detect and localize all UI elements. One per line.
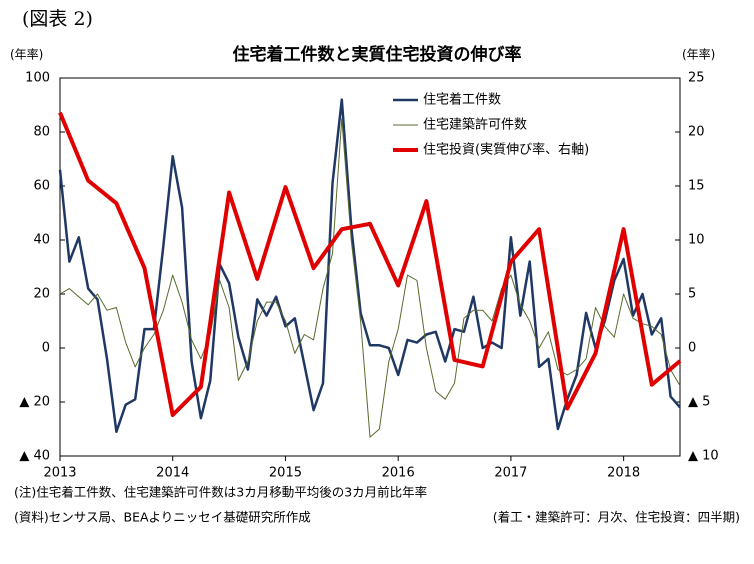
y-tick-label: 40: [33, 233, 50, 248]
x-tick-label: 2017: [494, 466, 527, 481]
y2-tick-label: ▲ 10: [688, 449, 719, 464]
figure-label: (図表 2): [22, 8, 93, 30]
x-tick-label: 2016: [382, 466, 415, 481]
y2-tick-label: 5: [688, 287, 696, 302]
y-axis-label: (年率): [10, 47, 43, 62]
y2-tick-label: 10: [688, 233, 705, 248]
x-tick-label: 2014: [156, 466, 189, 481]
x-tick-label: 2015: [269, 466, 302, 481]
y2-tick-label: 25: [688, 71, 705, 86]
y2-tick-label: ▲ 5: [688, 395, 710, 410]
series-line: [58, 98, 681, 433]
y-tick-label: 0: [42, 341, 50, 356]
frequency-note: (着工・建築許可：月次、住宅投資：四半期): [493, 510, 740, 525]
y-tick-label: ▲ 20: [19, 395, 50, 410]
source: (資料)センサス局、BEAよりニッセイ基礎研究所作成: [14, 510, 311, 525]
legend-label: 住宅投資(実質伸び率、右軸): [423, 142, 589, 158]
y-tick-label: 60: [33, 179, 50, 194]
note: (注)住宅着工件数、住宅建築許可件数は3カ月移動平均後の3カ月前比年率: [14, 485, 427, 500]
y2-tick-label: 20: [688, 125, 705, 140]
y-tick-label: 100: [25, 71, 50, 86]
series-line: [58, 111, 682, 417]
y-tick-label: 80: [33, 125, 50, 140]
chart-title: 住宅着工件数と実質住宅投資の伸び率: [233, 44, 522, 65]
y2-tick-label: 0: [688, 341, 696, 356]
y-tick-label: 20: [33, 287, 50, 302]
y2-axis-label: (年率): [682, 47, 715, 62]
y2-tick-label: 15: [688, 179, 705, 194]
x-tick-label: 2013: [43, 466, 76, 481]
y-tick-label: ▲ 40: [19, 449, 50, 464]
plot-frame: [59, 77, 681, 457]
legend-label: 住宅建築許可件数: [423, 118, 527, 133]
x-tick-label: 2018: [607, 466, 640, 481]
series-line: [59, 118, 681, 438]
legend-label: 住宅着工件数: [423, 92, 501, 108]
